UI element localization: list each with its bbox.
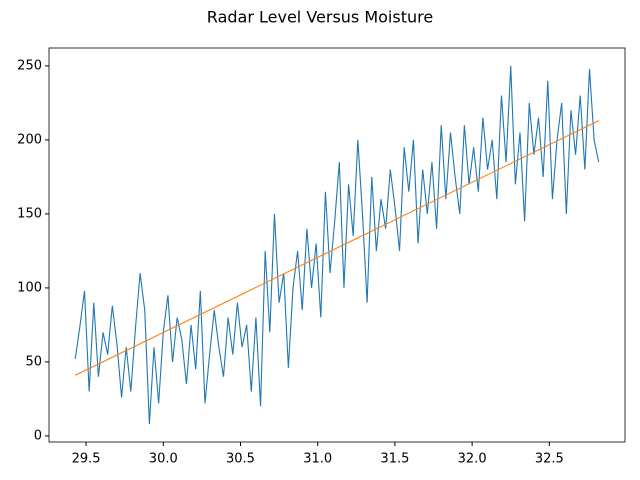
chart-title: Radar Level Versus Moisture — [207, 8, 433, 27]
y-tick-label: 150 — [17, 206, 42, 221]
data-line — [74, 65, 600, 425]
x-tick-label: 32.5 — [535, 452, 564, 467]
y-tick-label: 100 — [17, 280, 42, 295]
x-tick-label: 30.5 — [226, 452, 255, 467]
x-tick-label: 32.0 — [458, 452, 487, 467]
y-tick-label: 200 — [17, 132, 42, 147]
plot-frame — [48, 47, 626, 443]
x-tick-label: 31.0 — [303, 452, 332, 467]
y-tick-label: 50 — [25, 354, 42, 369]
y-tick-label: 0 — [34, 428, 42, 443]
data-line — [75, 120, 599, 376]
x-tick-label: 31.5 — [380, 452, 409, 467]
x-tick-label: 29.5 — [72, 452, 101, 467]
y-tick-label: 250 — [17, 58, 42, 73]
x-tick-label: 30.0 — [149, 452, 178, 467]
